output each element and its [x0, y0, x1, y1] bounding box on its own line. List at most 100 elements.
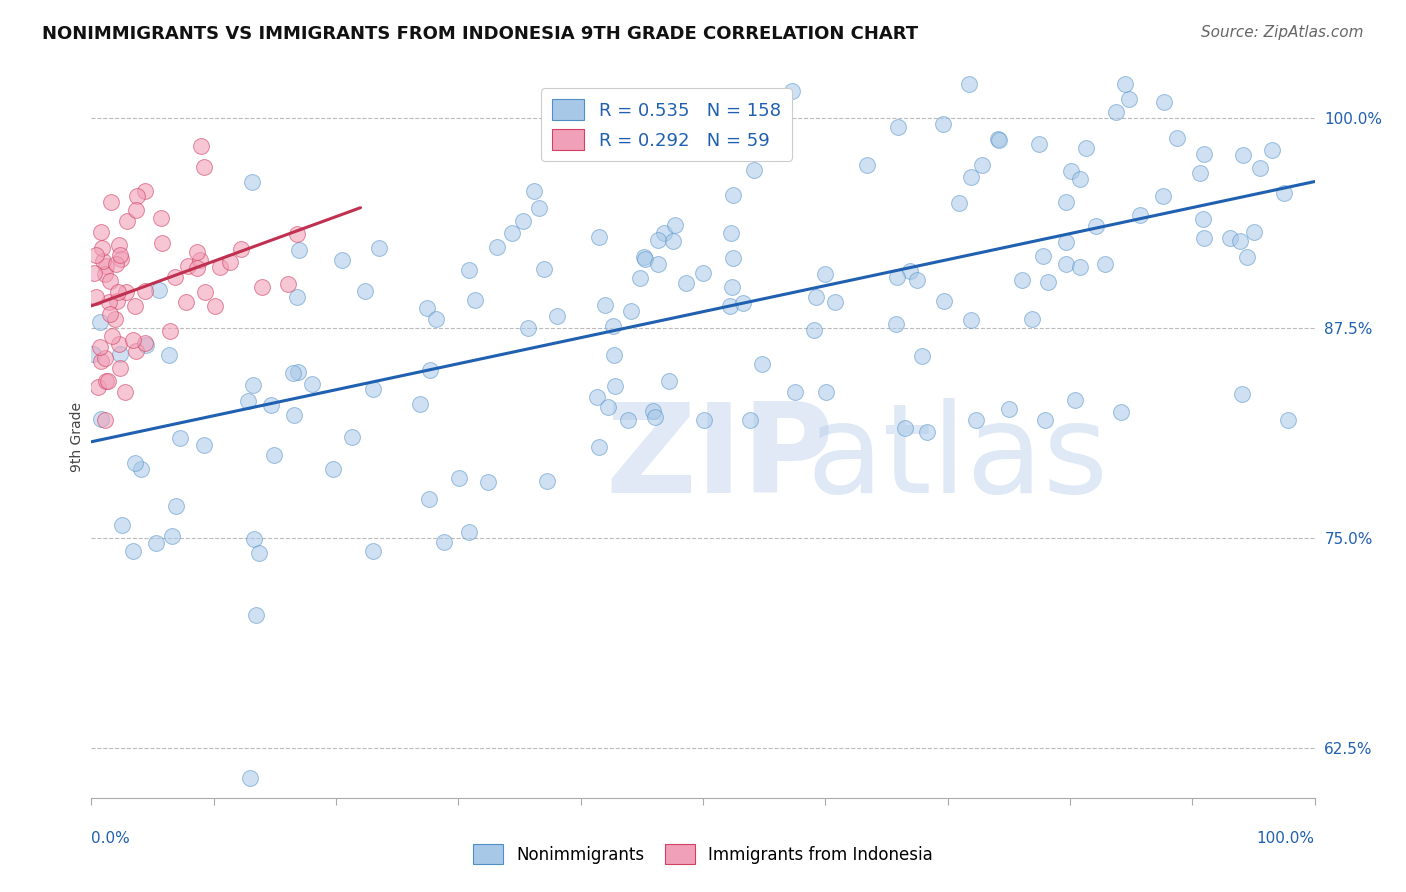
Point — [100, 195, 122, 210]
Point — [647, 233, 669, 247]
Point — [134, 335, 156, 350]
Point — [243, 533, 266, 547]
Point — [190, 139, 212, 153]
Point — [165, 499, 187, 513]
Point — [107, 337, 129, 351]
Point — [806, 289, 828, 303]
Point — [245, 608, 267, 623]
Point — [129, 462, 152, 476]
Text: ZIP: ZIP — [605, 398, 834, 519]
Point — [1129, 208, 1152, 222]
Point — [1094, 257, 1116, 271]
Point — [588, 230, 610, 244]
Point — [368, 241, 391, 255]
Point — [186, 261, 208, 276]
Point — [108, 347, 131, 361]
Point — [533, 262, 555, 277]
Point — [124, 456, 146, 470]
Text: atlas: atlas — [807, 398, 1109, 519]
Point — [134, 184, 156, 198]
Point — [107, 238, 129, 252]
Point — [104, 312, 127, 326]
Point — [972, 158, 994, 172]
Point — [229, 242, 252, 256]
Point — [94, 374, 117, 388]
Point — [458, 525, 481, 540]
Point — [546, 309, 568, 323]
Point — [911, 349, 934, 363]
Legend: R = 0.535   N = 158, R = 0.292   N = 59: R = 0.535 N = 158, R = 0.292 N = 59 — [541, 88, 792, 161]
Point — [1243, 225, 1265, 239]
Point — [1236, 250, 1258, 264]
Point — [620, 304, 643, 318]
Point — [932, 117, 955, 131]
Point — [1063, 392, 1085, 407]
Point — [89, 315, 111, 329]
Point — [247, 546, 270, 560]
Point — [523, 184, 546, 198]
Point — [177, 260, 200, 274]
Point — [1069, 172, 1091, 186]
Point — [134, 285, 156, 299]
Point — [998, 402, 1021, 417]
Point — [588, 441, 610, 455]
Point — [342, 430, 364, 444]
Point — [150, 235, 173, 250]
Point — [1011, 273, 1033, 287]
Point — [433, 534, 456, 549]
Point — [960, 169, 983, 184]
Point — [512, 214, 534, 228]
Point — [1232, 147, 1254, 161]
Point — [633, 250, 655, 264]
Point — [1069, 260, 1091, 274]
Point — [301, 376, 323, 391]
Point — [932, 294, 955, 309]
Point — [125, 202, 148, 217]
Point — [658, 375, 681, 389]
Point — [1277, 413, 1299, 427]
Point — [1084, 219, 1107, 233]
Point — [603, 379, 626, 393]
Point — [647, 257, 669, 271]
Point — [240, 175, 263, 189]
Point — [948, 196, 970, 211]
Point — [98, 274, 121, 288]
Point — [536, 474, 558, 488]
Point — [644, 410, 666, 425]
Point — [1074, 140, 1097, 154]
Point — [98, 295, 121, 310]
Point — [602, 318, 624, 333]
Point — [814, 267, 837, 281]
Point — [149, 211, 172, 225]
Point — [1230, 387, 1253, 401]
Point — [108, 360, 131, 375]
Point — [419, 363, 441, 377]
Point — [652, 226, 675, 240]
Point — [738, 413, 761, 427]
Point — [86, 290, 108, 304]
Point — [1021, 312, 1043, 326]
Point — [193, 160, 215, 174]
Point — [111, 518, 134, 533]
Point — [960, 312, 983, 326]
Text: NONIMMIGRANTS VS IMMIGRANTS FROM INDONESIA 9TH GRADE CORRELATION CHART: NONIMMIGRANTS VS IMMIGRANTS FROM INDONES… — [42, 25, 918, 43]
Y-axis label: 9th Grade: 9th Grade — [70, 402, 84, 472]
Point — [193, 437, 215, 451]
Point — [90, 412, 112, 426]
Legend: Nonimmigrants, Immigrants from Indonesia: Nonimmigrants, Immigrants from Indonesia — [467, 838, 939, 871]
Point — [100, 328, 122, 343]
Point — [94, 413, 117, 427]
Point — [108, 248, 131, 262]
Point — [905, 273, 928, 287]
Point — [169, 431, 191, 445]
Point — [204, 299, 226, 313]
Point — [596, 401, 619, 415]
Point — [322, 462, 344, 476]
Point — [409, 397, 432, 411]
Point — [361, 383, 384, 397]
Point — [330, 253, 353, 268]
Point — [82, 347, 104, 361]
Point — [965, 413, 987, 427]
Point — [148, 283, 170, 297]
Point — [692, 267, 714, 281]
